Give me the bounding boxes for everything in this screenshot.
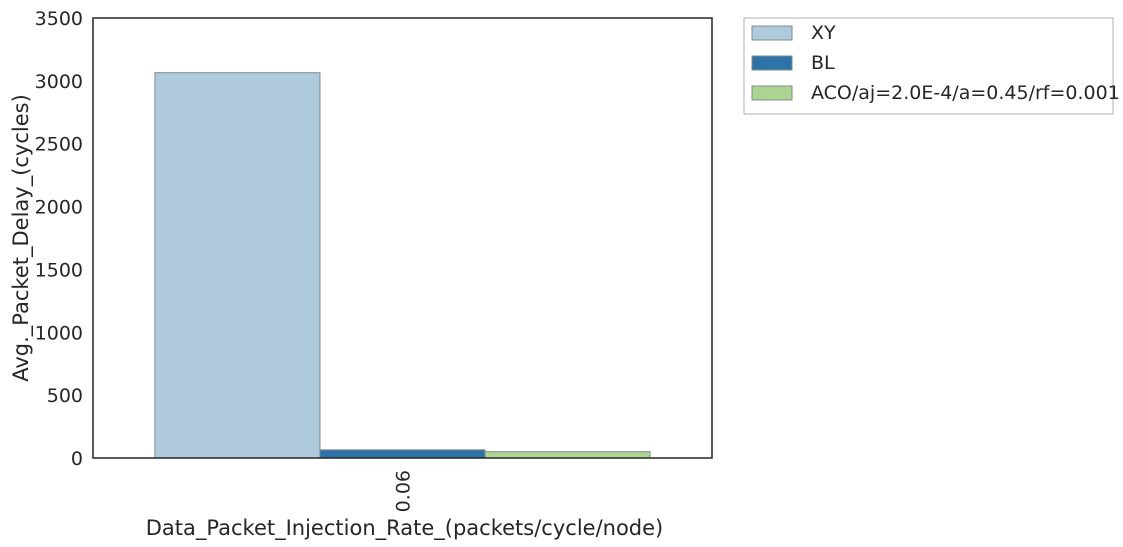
y-tick-label: 2500 [35,134,83,156]
y-tick-label: 500 [47,385,83,407]
x-axis-label: Data_Packet_Injection_Rate_(packets/cycl… [146,516,664,541]
bar-aco-aj-2-0e-4-a-0-45-rf-0-001 [484,451,651,459]
y-tick-label: 3000 [35,71,83,93]
legend-swatch-aco-aj-2-0e-4-a-0-45-rf-0-001 [751,85,793,101]
bar-bl [319,449,486,459]
y-tick-label: 0 [71,448,83,470]
bar-xy [154,72,321,459]
legend: XY BL ACO/aj=2.0E-4/a=0.45/rf=0.001 [743,17,1120,115]
legend-label-aco-aj-2-0e-4-a-0-45-rf-0-001: ACO/aj=2.0E-4/a=0.45/rf=0.001 [811,82,1120,104]
y-tick-label: 1000 [35,322,83,344]
x-axis-ticks: 0.06 [393,470,415,512]
legend-label-bl: BL [811,52,835,74]
x-tick-label: 0.06 [393,470,415,512]
y-tick-label: 2000 [35,197,83,219]
legend-swatch-bl [751,55,793,71]
y-tick-label: 3500 [35,8,83,30]
y-tick-label: 1500 [35,259,83,281]
plot-area-frame [92,17,713,459]
legend-frame [743,17,1114,115]
legend-swatch-xy [751,25,793,41]
y-axis-ticks: 0 500 1000 1500 2000 2500 3000 3500 [35,8,83,470]
legend-label-xy: XY [811,22,836,44]
y-axis-label: Avg._Packet_Delay_(cycles) [9,94,34,382]
bars-layer [154,72,651,459]
